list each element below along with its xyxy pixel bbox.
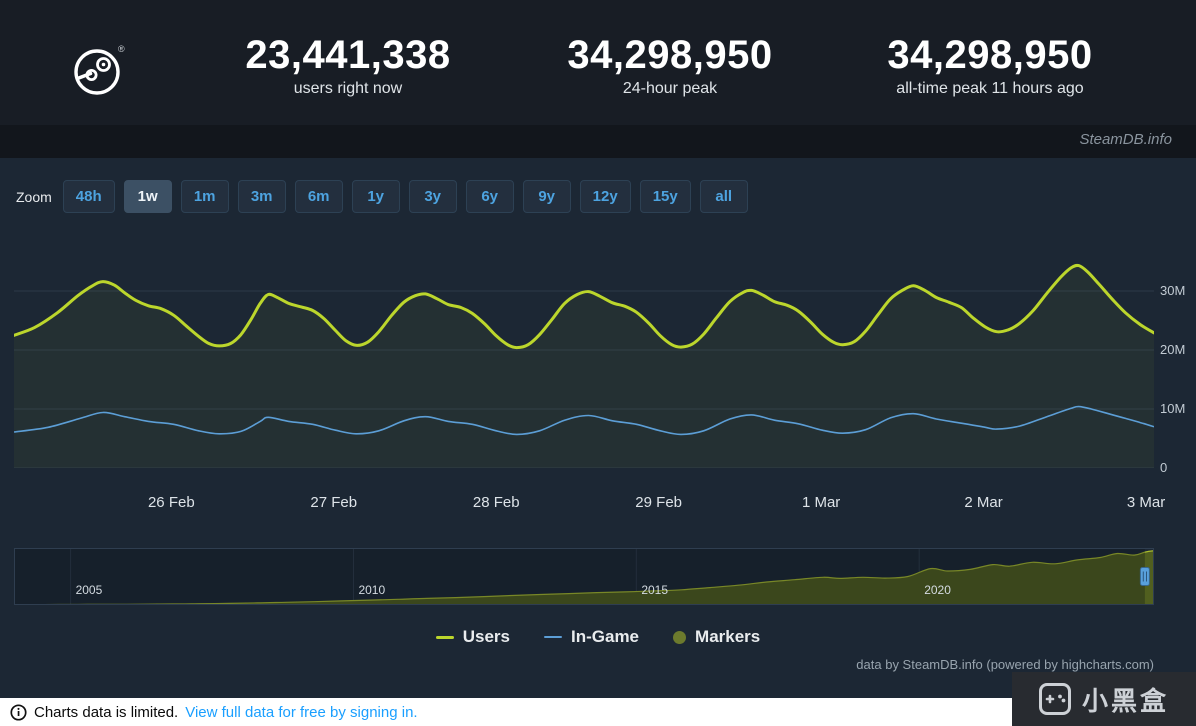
- zoom-button-6y[interactable]: 6y: [465, 180, 514, 213]
- navigator-canvas[interactable]: [14, 548, 1154, 605]
- main-chart: [14, 232, 1154, 468]
- navigator-year-label: 2010: [358, 583, 386, 597]
- stat-label: users right now: [293, 80, 403, 97]
- stat-value: 34,298,950: [887, 33, 1093, 77]
- legend-item-in-game[interactable]: In-Game: [544, 627, 639, 647]
- x-axis-label: 26 Feb: [147, 494, 195, 511]
- stat-all-time-peak: 34,298,950 all-time peak 11 hours ago: [887, 33, 1092, 98]
- zoom-label: Zoom: [16, 188, 52, 205]
- legend-label: Markers: [695, 627, 761, 646]
- main-chart-canvas: [14, 263, 1154, 468]
- brand-bar: SteamDB.info: [0, 125, 1196, 158]
- legend-swatch-line: [435, 635, 454, 639]
- chart-legend: Users In-Game Markers: [0, 627, 1196, 647]
- zoom-button-3m[interactable]: 3m: [237, 180, 286, 213]
- y-axis-label: 0: [1160, 460, 1168, 475]
- x-axis-label: 29 Feb: [635, 494, 683, 511]
- zoom-button-all[interactable]: all: [699, 180, 748, 213]
- stat-value: 23,441,338: [245, 33, 451, 77]
- heybox-watermark[interactable]: 小黑盒: [1012, 672, 1196, 726]
- stat-label: 24-hour peak: [622, 80, 718, 97]
- limited-data-notice: Charts data is limited.: [34, 703, 179, 721]
- x-axis-label: 28 Feb: [472, 494, 520, 511]
- legend-swatch-circle: [673, 630, 687, 644]
- navigator-handle[interactable]: [1139, 567, 1150, 586]
- zoom-button-48h[interactable]: 48h: [62, 180, 115, 213]
- stat-label: all-time peak 11 hours ago: [896, 80, 1084, 97]
- legend-label: Users: [462, 627, 510, 646]
- navigator-year-label: 2005: [75, 583, 103, 597]
- chart-credit: data by SteamDB.info (powered by highcha…: [856, 657, 1154, 672]
- zoom-button-1y[interactable]: 1y: [351, 180, 400, 213]
- sign-in-link[interactable]: View full data for free by signing in.: [185, 703, 418, 721]
- zoom-button-1m[interactable]: 1m: [180, 180, 229, 213]
- x-axis-label: 3 Mar: [1126, 494, 1166, 511]
- zoom-row: Zoom 48h 1w 1m 3m 6m 1y 3y 6y 9y 12y 15y all: [16, 180, 748, 213]
- stat-value: 34,298,950: [567, 33, 773, 77]
- zoom-button-group: 48h 1w 1m 3m 6m 1y 3y 6y 9y 12y 15y all: [62, 180, 748, 213]
- stat-24-hour-peak: 34,298,950 24-hour peak: [567, 33, 772, 98]
- legend-item-markers[interactable]: Markers: [673, 627, 760, 647]
- navigator-year-label: 2015: [641, 583, 669, 597]
- chart-panel: Zoom 48h 1w 1m 3m 6m 1y 3y 6y 9y 12y 15y all 2005 20…: [0, 158, 1196, 698]
- limited-data-bar: Charts data is limited. View full data f…: [0, 698, 1196, 726]
- y-axis-label: 20M: [1160, 342, 1186, 357]
- stat-users-right-now: 23,441,338 users right now: [245, 33, 450, 98]
- x-axis-label: 1 Mar: [801, 494, 841, 511]
- brand-text: SteamDB.info: [1079, 131, 1172, 148]
- heybox-gamepad-icon: [1038, 683, 1071, 715]
- legend-item-users[interactable]: Users: [435, 627, 510, 647]
- zoom-button-15y[interactable]: 15y: [639, 180, 691, 213]
- y-axis-label: 10M: [1160, 401, 1186, 416]
- zoom-button-6m[interactable]: 6m: [294, 180, 343, 213]
- navigator-chart[interactable]: 2005 2010 2015 2020: [14, 548, 1154, 605]
- steam-logo-icon: [74, 49, 120, 95]
- x-axis-label: 2 Mar: [964, 494, 1003, 511]
- zoom-button-1w[interactable]: 1w: [123, 180, 172, 213]
- legend-label: In-Game: [571, 627, 640, 646]
- navigator-year-label: 2020: [924, 583, 951, 597]
- zoom-button-12y[interactable]: 12y: [579, 180, 631, 213]
- y-axis-label: 30M: [1160, 283, 1186, 298]
- stats-header: ® 23,441,338 users right now 34,298,950 …: [0, 0, 1196, 125]
- legend-swatch-line: [544, 636, 562, 638]
- heybox-label: 小黑盒: [1081, 685, 1169, 716]
- x-axis-label: 27 Feb: [310, 494, 358, 511]
- zoom-button-3y[interactable]: 3y: [408, 180, 457, 213]
- registered-mark: ®: [118, 44, 125, 54]
- zoom-button-9y[interactable]: 9y: [522, 180, 571, 213]
- info-icon: [10, 703, 27, 721]
